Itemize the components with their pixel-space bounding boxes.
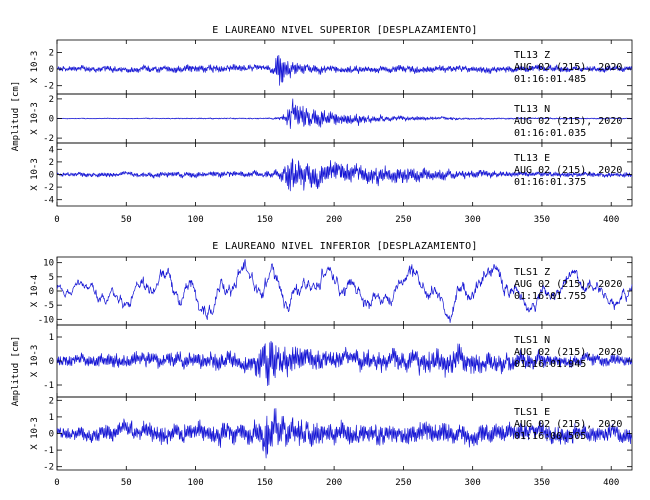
chart-1-trace-1-date: AUG 02 (215), 2020: [514, 347, 622, 358]
chart-1-trace-1-time: 01:16:01.945: [514, 359, 586, 370]
chart-0-xtick-label: 0: [54, 215, 59, 225]
chart-0-trace-1-ytick-label: 0: [49, 115, 54, 125]
chart-1-trace-2-station: TLS1 E: [514, 407, 550, 418]
chart-1-trace-1-ytick-label: 1: [49, 333, 54, 343]
chart-1-trace-0-ytick-label: -5: [43, 301, 54, 311]
chart-0-trace-1-ytick-label: -2: [43, 134, 54, 144]
chart-1-trace-0-ytick-label: 5: [49, 273, 54, 283]
chart-0-trace-0-scale-label: X 10-3: [30, 51, 40, 84]
chart-0-trace-2-station: TL13 E: [514, 153, 550, 164]
chart-1-trace-0-waveform: [56, 259, 633, 323]
chart-0-trace-2-time: 01:16:01.375: [514, 177, 586, 188]
chart-1-trace-0-scale-label: X 10-4: [30, 275, 40, 308]
chart-0-trace-1-date: AUG 02 (215), 2020: [514, 116, 622, 127]
chart-1-xtick-label: 0: [54, 478, 59, 488]
chart-1-xtick-label: 100: [187, 478, 203, 488]
chart-0-trace-2-date: AUG 02 (215), 2020: [514, 165, 622, 176]
chart-1-xtick-label: 250: [395, 478, 411, 488]
chart-0-trace-0-date: AUG 02 (215), 2020: [514, 62, 622, 73]
chart-0-xtick-label: 150: [257, 215, 273, 225]
chart-1-trace-1-scale-label: X 10-3: [30, 345, 40, 378]
chart-1-trace-2-ytick-label: -2: [43, 463, 54, 473]
chart-1-trace-2-ytick-label: 1: [49, 413, 54, 423]
chart-0-trace-1-waveform: [56, 98, 633, 129]
chart-0-trace-2-ytick-label: 4: [49, 145, 54, 155]
chart-1-xtick-label: 350: [534, 478, 550, 488]
chart-1-xtick-label: 200: [326, 478, 342, 488]
chart-1-trace-0-ytick-label: 0: [49, 287, 54, 297]
chart-1-xtick-label: 50: [121, 478, 132, 488]
lower-chart-ylabel: Amplitud [cm]: [11, 336, 21, 406]
chart-0-trace-1-time: 01:16:01.035: [514, 128, 586, 139]
chart-1-trace-2-ytick-label: -1: [43, 446, 54, 456]
chart-0-trace-2-scale-label: X 10-3: [30, 158, 40, 191]
chart-0-trace-0-waveform: [56, 54, 633, 86]
chart-1-trace-0-ytick-label: 10: [43, 259, 54, 269]
chart-0-trace-1-station: TL13 N: [514, 104, 550, 115]
chart-0-xtick-label: 50: [121, 215, 132, 225]
chart-1-trace-2-time: 01:16:00.505: [514, 431, 586, 442]
chart-0-xtick-label: 200: [326, 215, 342, 225]
chart-0-trace-2-waveform: [57, 158, 633, 192]
upper-chart-ylabel: Amplitud [cm]: [11, 81, 21, 151]
chart-1-trace-1-station: TLS1 N: [514, 335, 550, 346]
chart-0-trace-0-ytick-label: -2: [43, 82, 54, 92]
lower-chart-title: E LAUREANO NIVEL INFERIOR [DESPLAZAMIENT…: [212, 241, 477, 252]
chart-0-xtick-label: 100: [187, 215, 203, 225]
chart-1-trace-0-station: TLS1 Z: [514, 267, 550, 278]
chart-1-trace-1-waveform: [56, 340, 633, 387]
chart-1-trace-0-date: AUG 02 (215), 2020: [514, 279, 622, 290]
chart-0-trace-0-time: 01:16:01.485: [514, 74, 586, 85]
chart-0-trace-1-scale-label: X 10-3: [30, 102, 40, 135]
chart-0-trace-2-ytick-label: 0: [49, 171, 54, 181]
chart-1-trace-2-date: AUG 02 (215), 2020: [514, 419, 622, 430]
chart-1-xtick-label: 150: [257, 478, 273, 488]
chart-1-trace-0-time: 01:16:01.755: [514, 291, 586, 302]
chart-1-trace-1-ytick-label: -1: [43, 381, 54, 391]
chart-1-trace-2-ytick-label: 0: [49, 430, 54, 440]
chart-1-trace-1-ytick-label: 0: [49, 357, 54, 367]
chart-0-xtick-label: 300: [465, 215, 481, 225]
lower-chart: E LAUREANO NIVEL INFERIOR [DESPLAZAMIENT…: [11, 241, 633, 488]
chart-1-trace-2-scale-label: X 10-3: [30, 417, 40, 450]
chart-0-trace-2-ytick-label: -2: [43, 183, 54, 193]
chart-0-xtick-label: 350: [534, 215, 550, 225]
chart-1-xtick-label: 300: [465, 478, 481, 488]
chart-0-trace-2-ytick-label: 2: [49, 158, 54, 168]
chart-0-xtick-label: 400: [603, 215, 619, 225]
chart-1-xtick-label: 400: [603, 478, 619, 488]
chart-1-trace-2-ytick-label: 2: [49, 396, 54, 406]
chart-1-trace-2-waveform: [56, 408, 633, 459]
chart-0-trace-0-ytick-label: 0: [49, 65, 54, 75]
chart-0-trace-0-station: TL13 Z: [514, 50, 550, 61]
upper-chart: E LAUREANO NIVEL SUPERIOR [DESPLAZAMIENT…: [11, 25, 633, 225]
chart-0-trace-1-ytick-label: 2: [49, 95, 54, 105]
chart-0-trace-0-ytick-label: 2: [49, 48, 54, 58]
chart-0-xtick-label: 250: [395, 215, 411, 225]
chart-1-trace-0-ytick-label: -10: [38, 315, 54, 325]
chart-0-trace-2-ytick-label: -4: [43, 196, 54, 206]
upper-chart-title: E LAUREANO NIVEL SUPERIOR [DESPLAZAMIENT…: [212, 25, 477, 36]
